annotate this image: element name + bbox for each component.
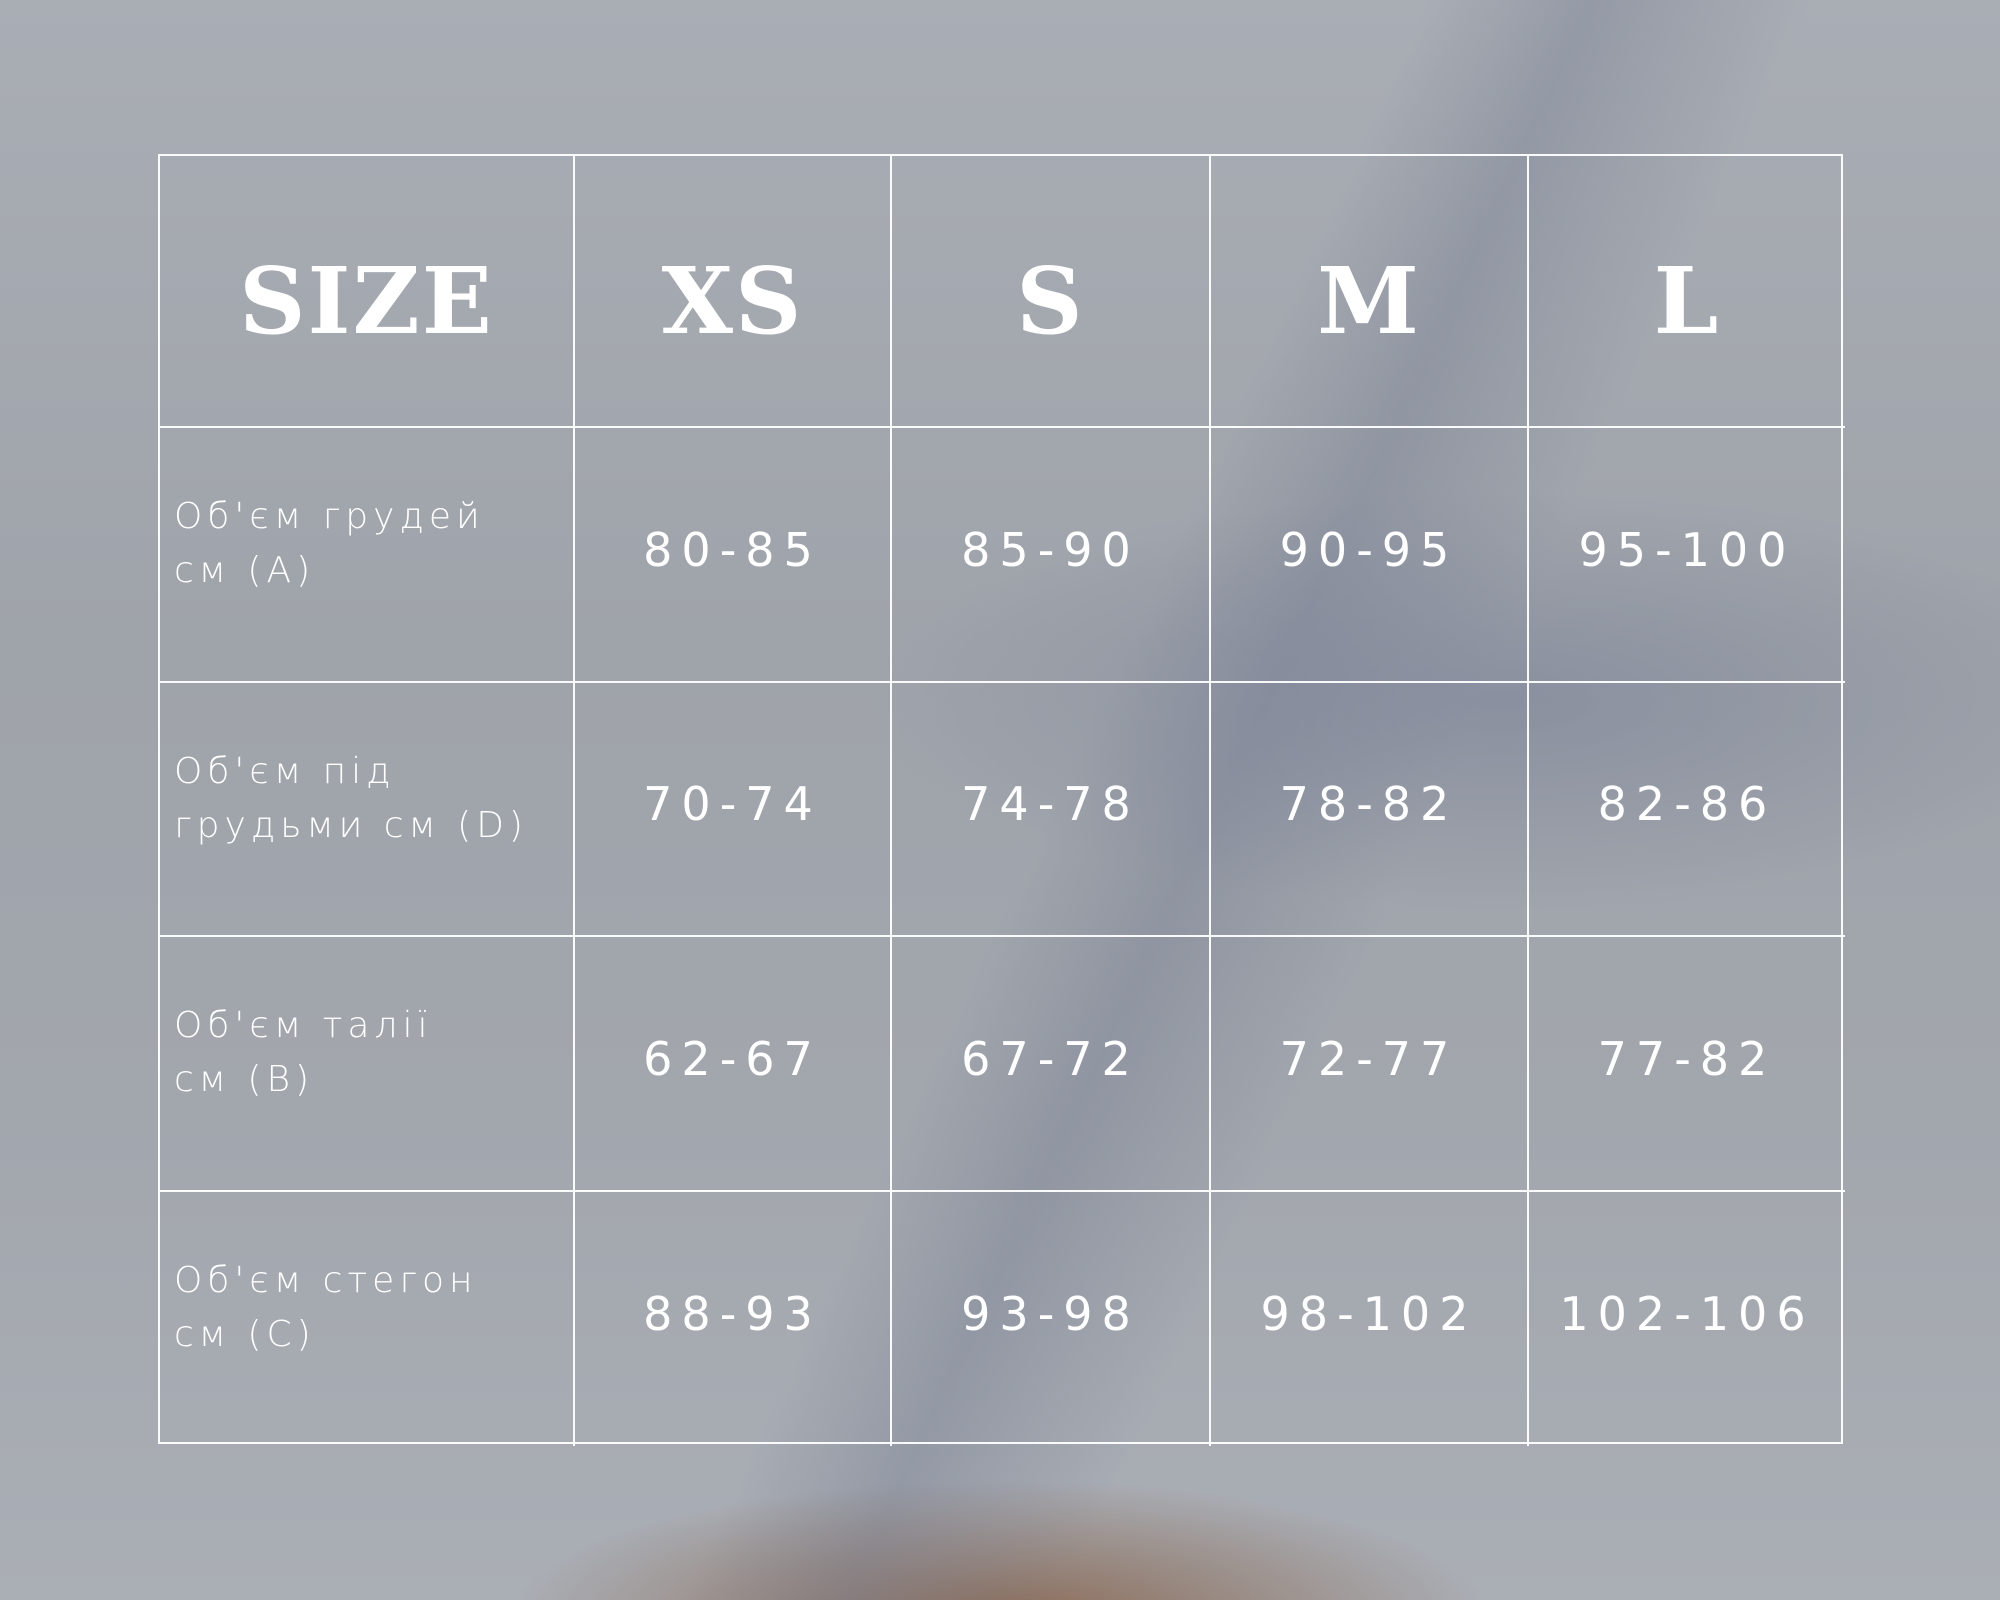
measurement-value: 90-95	[1211, 428, 1529, 683]
header-size: SIZE	[160, 156, 575, 428]
measurement-value: 82-86	[1529, 683, 1845, 937]
row-label-line: см (B)	[174, 1059, 315, 1100]
measurement-value: 88-93	[575, 1192, 892, 1446]
row-label: Об'єм грудей см (A)	[160, 428, 575, 683]
measurement-value: 80-85	[575, 428, 892, 683]
header-size-s: S	[892, 156, 1211, 428]
row-label-line: Об'єм талії	[174, 1005, 433, 1046]
header-size-xs: XS	[575, 156, 892, 428]
measurement-value: 62-67	[575, 937, 892, 1192]
measurement-value: 67-72	[892, 937, 1211, 1192]
size-chart-table: SIZE XS S M L Об'єм грудей см (A) 80-85 85-90 90-…	[158, 154, 1845, 1446]
row-label-line: Об'єм під	[174, 751, 396, 792]
row-label-line: см (C)	[174, 1314, 316, 1355]
measurement-value: 98-102	[1211, 1192, 1529, 1446]
row-label: Об'єм стегон см (C)	[160, 1192, 575, 1446]
measurement-value: 72-77	[1211, 937, 1529, 1192]
measurement-value: 95-100	[1529, 428, 1845, 683]
measurement-value: 77-82	[1529, 937, 1845, 1192]
header-size-l: L	[1529, 156, 1845, 428]
header-size-m: M	[1211, 156, 1529, 428]
measurement-value: 78-82	[1211, 683, 1529, 937]
row-label-line: грудьми см (D)	[174, 805, 528, 846]
row-label: Об'єм талії см (B)	[160, 937, 575, 1192]
measurement-value: 93-98	[892, 1192, 1211, 1446]
measurement-value: 70-74	[575, 683, 892, 937]
row-label-line: Об'єм стегон	[174, 1260, 478, 1301]
row-label-line: Об'єм грудей	[174, 496, 485, 537]
row-label-line: см (A)	[174, 550, 316, 591]
measurement-value: 102-106	[1559, 1287, 1815, 1341]
measurement-value: 74-78	[892, 683, 1211, 937]
measurement-value: 85-90	[892, 428, 1211, 683]
row-label: Об'єм під грудьми см (D)	[160, 683, 575, 937]
